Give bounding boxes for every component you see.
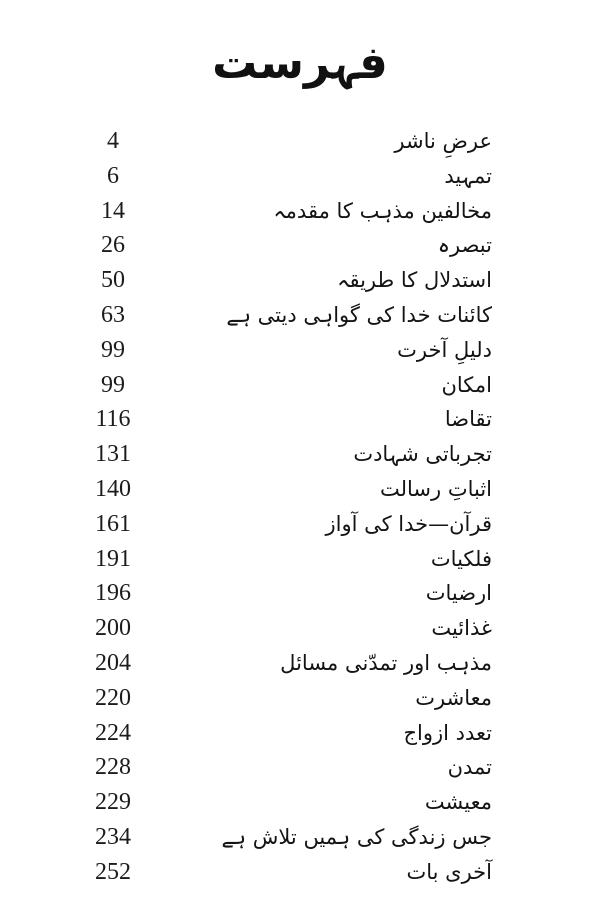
toc-page-number: 191 (95, 545, 131, 572)
toc-page-number: 200 (95, 615, 131, 642)
toc-page-number: 26 (101, 232, 125, 259)
toc-entry: 228 تمدن (0, 750, 600, 785)
toc-page-number: 116 (95, 406, 131, 433)
toc-entry-title: تمہید (444, 163, 492, 188)
toc-entry: 131 تجرباتی شہادت (0, 437, 600, 472)
toc-entry-title: مخالفین مذہب کا مقدمہ (273, 198, 492, 223)
toc-page-number: 63 (101, 301, 125, 328)
toc-page-number: 161 (95, 510, 131, 537)
toc-entry-title: آخری بات (406, 859, 492, 884)
toc-entry: 99 امکان (0, 368, 600, 403)
toc-page-number: 50 (101, 267, 125, 294)
toc-entry: 99 دلیلِ آخرت (0, 333, 600, 368)
toc-page-number: 6 (107, 162, 119, 189)
toc-entry-title: تبصرہ (437, 233, 492, 258)
toc-page-number: 99 (101, 336, 125, 363)
toc-entry: 6 تمہید (0, 159, 600, 194)
toc-page-number: 224 (95, 719, 131, 746)
toc-page-number: 220 (95, 684, 131, 711)
toc-entry: 204 مذہب اور تمدّنی مسائل (0, 646, 600, 681)
toc-entry: 191 فلکیات (0, 542, 600, 577)
toc-page-number: 204 (95, 649, 131, 676)
toc-list: 4 عرضِ ناشر 6 تمہید 14 مخالفین مذہب کا م… (0, 124, 600, 890)
toc-page-number: 4 (107, 128, 119, 154)
toc-entry: 200 غذائیت (0, 611, 600, 646)
toc-page-number: 196 (95, 580, 131, 607)
toc-entry-title: مذہب اور تمدّنی مسائل (280, 650, 492, 675)
toc-entry-title: تمدن (447, 755, 492, 780)
toc-page-number: 131 (95, 441, 131, 468)
toc-entry: 50 استدلال کا طریقہ (0, 263, 600, 298)
toc-entry: 161 قرآن—خدا کی آواز (0, 507, 600, 542)
toc-entry: 229 معیشت (0, 785, 600, 820)
toc-entry-title: دلیلِ آخرت (397, 337, 492, 362)
toc-entry-title: معیشت (424, 790, 492, 815)
toc-page-number: 228 (95, 754, 131, 781)
toc-entry-title: اثباتِ رسالت (379, 476, 492, 501)
toc-page-number: 252 (95, 858, 131, 885)
toc-entry-title: فلکیات (430, 546, 492, 571)
toc-entry-title: استدلال کا طریقہ (337, 268, 492, 293)
toc-entry: 224 تعدد ازواج (0, 716, 600, 751)
toc-page-number: 99 (101, 371, 125, 398)
toc-entry: 252 آخری بات (0, 855, 600, 890)
toc-entry: 140 اثباتِ رسالت (0, 472, 600, 507)
toc-page-number: 229 (95, 789, 131, 816)
toc-entry: 26 تبصرہ (0, 228, 600, 263)
toc-page-number: 140 (95, 475, 131, 502)
toc-entry-title: امکان (441, 372, 492, 397)
toc-page-number: 234 (95, 823, 131, 850)
toc-page-number: 14 (101, 197, 125, 224)
toc-entry-title: قرآن—خدا کی آواز (325, 511, 492, 536)
toc-entry: 220 معاشرت (0, 681, 600, 716)
toc-entry-title: تجرباتی شہادت (353, 442, 492, 467)
page-title: فہرست (212, 36, 388, 89)
toc-entry-title: کائنات خدا کی گواہی دیتی ہے (226, 302, 492, 327)
toc-entry-title: معاشرت (415, 685, 492, 710)
toc-entry-title: تعدد ازواج (403, 720, 492, 745)
toc-entry: 116 تقاضا (0, 402, 600, 437)
toc-entry: 196 ارضیات (0, 576, 600, 611)
toc-entry: 234 جس زندگی کی ہمیں تلاش ہے (0, 820, 600, 855)
toc-entry-title: جس زندگی کی ہمیں تلاش ہے (221, 824, 492, 849)
toc-entry-title: غذائیت (431, 616, 492, 641)
toc-entry-title: ارضیات (425, 581, 492, 606)
toc-entry-title: عرضِ ناشر (394, 129, 492, 153)
toc-entry: 14 مخالفین مذہب کا مقدمہ (0, 194, 600, 229)
toc-entry-title: تقاضا (444, 407, 492, 432)
toc-entry: 4 عرضِ ناشر (0, 124, 600, 159)
toc-entry: 63 کائنات خدا کی گواہی دیتی ہے (0, 298, 600, 333)
